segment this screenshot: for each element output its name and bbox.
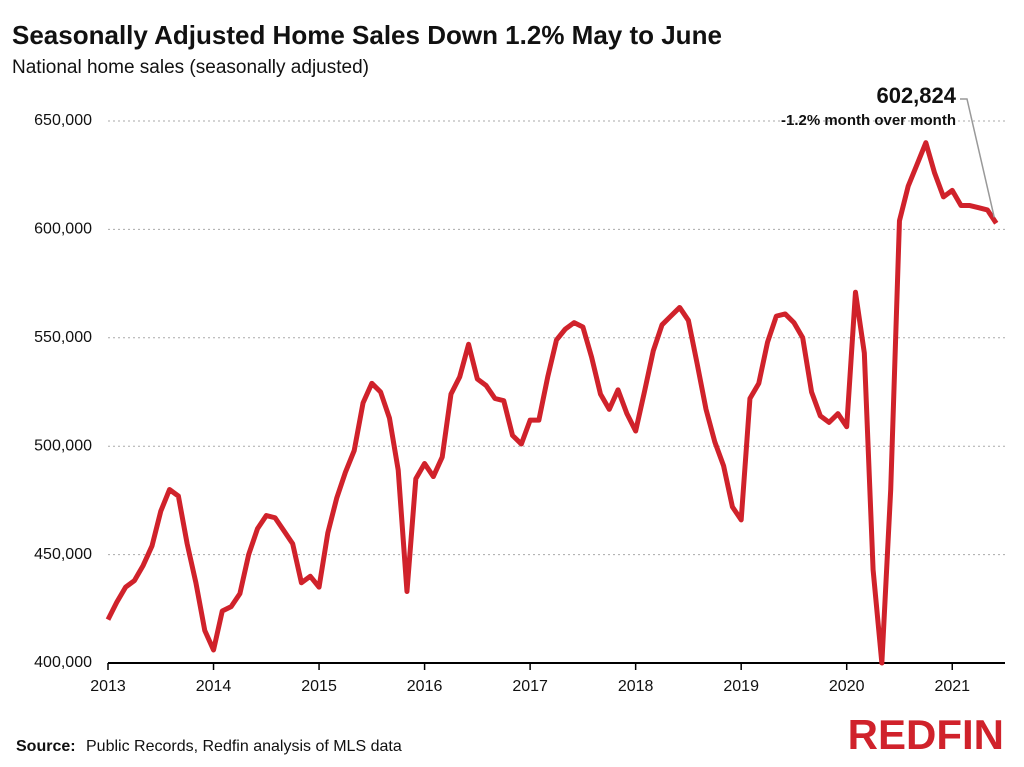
x-tick-label: 2014 xyxy=(196,678,232,695)
brand-logo: REDFIN xyxy=(848,711,1004,758)
chart-title: Seasonally Adjusted Home Sales Down 1.2%… xyxy=(12,20,722,50)
line-series xyxy=(105,140,999,666)
x-tick-label: 2013 xyxy=(90,678,126,695)
y-tick-label: 400,000 xyxy=(34,654,92,671)
annotation-leader xyxy=(960,98,995,218)
x-tick-label: 2015 xyxy=(301,678,337,695)
x-tick-label: 2021 xyxy=(934,678,970,695)
y-tick-label: 450,000 xyxy=(34,546,92,563)
y-tick-label: 500,000 xyxy=(34,437,92,454)
chart-subtitle: National home sales (seasonally adjusted… xyxy=(12,57,369,78)
x-tick-label: 2018 xyxy=(618,678,654,695)
x-tick-label: 2020 xyxy=(829,678,865,695)
y-tick-label: 600,000 xyxy=(34,221,92,238)
x-tick-label: 2017 xyxy=(512,678,548,695)
y-tick-label: 650,000 xyxy=(34,112,92,129)
source-text: Public Records, Redfin analysis of MLS d… xyxy=(86,738,402,755)
annotation-note: -1.2% month over month xyxy=(781,112,956,129)
y-tick-label: 550,000 xyxy=(34,329,92,346)
x-tick-label: 2016 xyxy=(407,678,443,695)
source-label: Source: xyxy=(16,738,76,755)
x-tick-label: 2019 xyxy=(723,678,759,695)
annotation-value: 602,824 xyxy=(876,83,956,108)
